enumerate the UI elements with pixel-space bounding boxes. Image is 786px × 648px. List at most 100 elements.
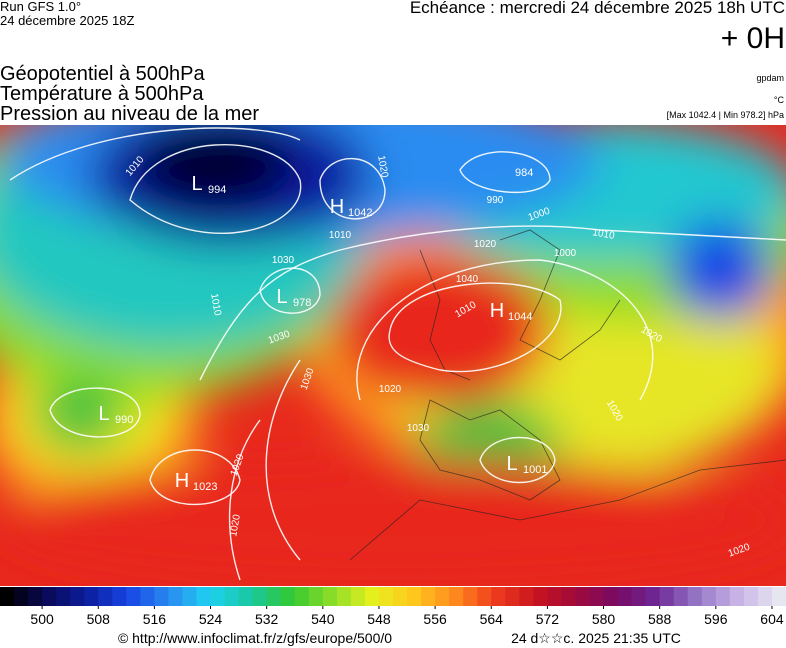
colorbar-label: 516 xyxy=(143,611,167,627)
isobar-label: 1030 xyxy=(407,423,430,434)
colorbar-swatch xyxy=(477,587,492,606)
colorbar-label: 588 xyxy=(648,611,672,627)
colorbar-swatch xyxy=(168,587,183,606)
center-value: 1044 xyxy=(508,311,532,323)
colorbar-swatch xyxy=(70,587,85,606)
colorbar-swatch xyxy=(84,587,99,606)
colorbar-swatch xyxy=(210,587,226,606)
colorbar-swatch xyxy=(743,587,759,606)
map-field xyxy=(0,125,786,586)
run-label: Run GFS 1.0° xyxy=(0,0,81,14)
colorbar-swatch xyxy=(308,587,324,606)
title-line: Pression au niveau de la mer xyxy=(0,103,259,125)
center-letter: L xyxy=(276,286,287,308)
colorbar-swatch xyxy=(687,587,703,606)
footer-url: © http://www.infoclimat.fr/z/gfs/europe/… xyxy=(118,630,392,646)
colorbar-swatch xyxy=(266,587,282,606)
colorbar-swatch xyxy=(533,587,548,606)
colorbar-swatch xyxy=(603,587,619,606)
colorbar-swatch xyxy=(154,587,169,606)
colorbar-swatch xyxy=(435,587,450,606)
center-letter: L xyxy=(98,403,109,425)
isobar-label: 1020 xyxy=(375,155,390,179)
colorbar-swatch xyxy=(280,587,296,606)
colorbar-swatch xyxy=(547,587,562,606)
colorbar-swatch xyxy=(294,587,310,606)
colorbar-label: 540 xyxy=(311,611,335,627)
isobar-label: 1000 xyxy=(554,248,577,259)
colorbar-swatch xyxy=(126,587,141,606)
title-line: Géopotentiel à 500hPa xyxy=(0,63,205,85)
colorbar-swatch xyxy=(350,587,366,606)
colorbar-swatch xyxy=(561,587,576,606)
colorbar-swatch xyxy=(463,587,478,606)
isobar-label: 1020 xyxy=(379,384,402,395)
colorbar-swatch xyxy=(505,587,520,606)
unit-temperature: °C xyxy=(774,95,785,105)
colorbar-swatch xyxy=(252,587,268,606)
center-value: 1042 xyxy=(348,207,372,219)
colorbar-label: 604 xyxy=(760,611,784,627)
colorbar-label: 580 xyxy=(592,611,616,627)
center-letter: L xyxy=(191,173,202,195)
colorbar-swatch xyxy=(140,587,155,606)
isobar-label: 1040 xyxy=(456,274,479,285)
colorbar-swatch xyxy=(715,587,731,606)
colorbar-label: 524 xyxy=(199,611,223,627)
colorbar-label: 564 xyxy=(480,611,504,627)
colorbar-label: 548 xyxy=(367,611,391,627)
colorbar-swatch xyxy=(631,587,647,606)
isobar-label: 1010 xyxy=(329,230,352,241)
colorbar-swatch xyxy=(196,587,212,606)
colorbar-label: 508 xyxy=(87,611,111,627)
colorbar-swatch xyxy=(575,587,590,606)
colorbar-swatch xyxy=(56,587,71,606)
colorbar-swatch xyxy=(491,587,506,606)
colorbar-swatch xyxy=(224,587,240,606)
colorbar-swatch xyxy=(617,587,633,606)
colorbar-swatch xyxy=(393,587,408,606)
center-value: 1023 xyxy=(193,481,217,493)
title-line: Température à 500hPa xyxy=(0,83,204,105)
colorbar-label: 596 xyxy=(704,611,728,627)
colorbar-swatch xyxy=(519,587,534,606)
colorbar-swatch xyxy=(14,587,29,606)
colorbar-label: 572 xyxy=(536,611,560,627)
colorbar-swatch xyxy=(0,587,15,606)
run-date: 24 décembre 2025 18Z xyxy=(0,13,134,28)
forecast-time: Echéance : mercredi 24 décembre 2025 18h… xyxy=(410,0,785,17)
isobar-label: 1020 xyxy=(474,239,497,250)
colorbar-swatch xyxy=(449,587,464,606)
colorbar-label: 556 xyxy=(423,611,447,627)
colorbar-swatch xyxy=(336,587,352,606)
colorbar-swatch xyxy=(42,587,57,606)
colorbar-swatch xyxy=(238,587,254,606)
lead-time: + 0H xyxy=(721,22,785,55)
center-value: 978 xyxy=(293,297,311,309)
colorbar-swatch xyxy=(421,587,436,606)
footer-time: 24 d☆☆c. 2025 21:35 UTC xyxy=(511,630,681,646)
colorbar-swatch xyxy=(701,587,717,606)
colorbar-swatch xyxy=(729,587,745,606)
colorbar-swatch xyxy=(673,587,689,606)
unit-geopotential: gpdam xyxy=(756,73,784,83)
center-letter: H xyxy=(490,300,504,322)
colorbar-swatch xyxy=(407,587,422,606)
isobar-label: 1020 xyxy=(228,513,243,537)
isobar-label: 1010 xyxy=(592,227,616,242)
center-letter: L xyxy=(506,453,517,475)
colorbar-swatch xyxy=(322,587,338,606)
colorbar-swatch xyxy=(771,587,786,606)
center-value: 1001 xyxy=(523,464,547,476)
center-letter: H xyxy=(330,196,344,218)
center-value: 984 xyxy=(515,167,533,179)
colorbar-swatch xyxy=(112,587,127,606)
colorbar-label: 500 xyxy=(30,611,54,627)
colorbar-swatch xyxy=(28,587,43,606)
colorbar-swatch xyxy=(378,587,394,606)
colorbar-swatch xyxy=(659,587,675,606)
center-value: 994 xyxy=(208,184,226,196)
colorbar-swatch xyxy=(98,587,113,606)
isobar-label: 1030 xyxy=(272,255,295,266)
colorbar-swatch xyxy=(645,587,661,606)
